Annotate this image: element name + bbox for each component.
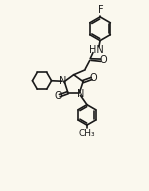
Text: HN: HN — [89, 45, 103, 55]
Text: O: O — [100, 55, 107, 65]
Text: O: O — [89, 74, 97, 83]
Text: N: N — [77, 89, 84, 99]
Text: CH₃: CH₃ — [79, 129, 95, 138]
Text: O: O — [54, 91, 62, 101]
Text: N: N — [59, 76, 67, 86]
Text: F: F — [98, 5, 104, 15]
